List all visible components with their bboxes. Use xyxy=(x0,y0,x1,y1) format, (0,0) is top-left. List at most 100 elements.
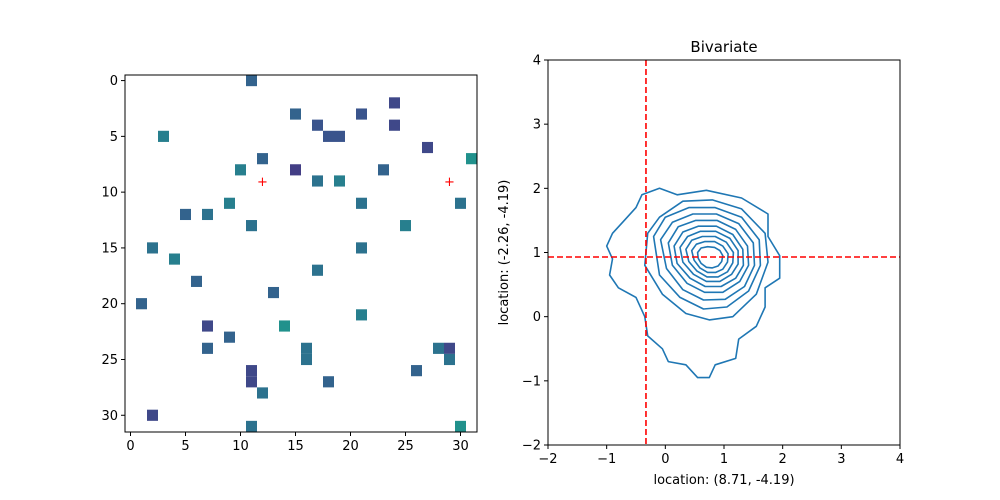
y-axis-label: location: (-2.26, -4.19) xyxy=(497,180,512,326)
heatmap-marker: + xyxy=(444,175,455,190)
heatmap-cell xyxy=(356,197,367,209)
y-tick-label: −2 xyxy=(522,439,541,454)
heatmap-cell xyxy=(389,119,400,131)
x-tick-label: 15 xyxy=(287,439,304,454)
chart-title: Bivariate xyxy=(690,38,757,56)
x-tick-label: 5 xyxy=(181,439,189,454)
x-tick-label: −1 xyxy=(597,452,616,467)
heatmap-cell xyxy=(246,75,257,87)
heatmap-cell xyxy=(290,108,301,120)
heatmap-cell xyxy=(455,197,466,209)
heatmap-cell xyxy=(433,342,444,354)
heatmap-x-axis: 0 5 10 15 20 25 30 xyxy=(126,432,469,454)
heatmap-cell xyxy=(235,164,246,176)
contour-frame xyxy=(547,59,901,446)
heatmap-cell xyxy=(466,153,477,165)
heatmap-cell xyxy=(246,376,257,388)
contour-lines xyxy=(605,187,781,379)
heatmap-cell xyxy=(301,353,312,366)
heatmap-cell xyxy=(147,242,158,254)
y-tick-label: 15 xyxy=(101,241,118,256)
y-tick-label: −1 xyxy=(522,374,541,389)
contour-y-axis: −2 −1 0 1 2 3 4 xyxy=(522,54,548,454)
heatmap-cell xyxy=(158,130,169,142)
heatmap-cell xyxy=(422,141,433,154)
heatmap-y-axis: 0 5 10 15 20 25 30 xyxy=(101,74,125,424)
heatmap-cell xyxy=(169,253,180,265)
x-tick-label: 0 xyxy=(126,439,134,454)
heatmap-cell xyxy=(224,197,235,209)
contour-line xyxy=(690,240,729,274)
x-tick-label: 3 xyxy=(837,452,845,467)
y-tick-label: 30 xyxy=(101,409,118,424)
contour-line xyxy=(679,230,739,283)
heatmap-cell xyxy=(268,286,279,299)
heatmap-cell xyxy=(400,220,411,232)
heatmap-cell xyxy=(323,130,334,142)
heatmap-cell xyxy=(279,320,290,332)
heatmap-cell xyxy=(444,342,455,354)
heatmap-cell xyxy=(224,331,235,343)
contour-line xyxy=(659,213,756,301)
heatmap-cell xyxy=(455,420,466,432)
heatmap-cell xyxy=(246,220,257,232)
y-tick-label: 2 xyxy=(533,182,541,197)
contour-line xyxy=(685,235,735,278)
heatmap-cell xyxy=(312,119,323,131)
heatmap-cell xyxy=(356,309,367,321)
x-tick-label: 30 xyxy=(452,439,469,454)
heatmap-cell xyxy=(312,175,323,187)
x-tick-label: 25 xyxy=(397,439,414,454)
heatmap-cell xyxy=(334,175,345,187)
heatmap-cell xyxy=(290,164,301,176)
heatmap-markers: + + xyxy=(257,175,455,190)
contour-line xyxy=(643,199,769,321)
y-tick-label: 20 xyxy=(101,297,118,312)
x-tick-label: 10 xyxy=(232,439,249,454)
contour-line xyxy=(605,187,781,379)
heatmap-cell xyxy=(202,208,213,221)
x-tick-label: −2 xyxy=(538,452,557,467)
heatmap-cell xyxy=(180,208,191,221)
y-tick-label: 10 xyxy=(101,186,118,201)
y-tick-label: 0 xyxy=(110,74,118,89)
heatmap-cell xyxy=(411,365,422,377)
x-tick-label: 20 xyxy=(342,439,359,454)
y-tick-label: 4 xyxy=(533,54,541,69)
y-tick-label: 0 xyxy=(533,310,541,325)
heatmap-cell xyxy=(444,353,455,366)
heatmap-cell xyxy=(257,387,268,399)
heatmap-cell xyxy=(312,264,323,276)
heatmap-cell xyxy=(301,342,312,354)
heatmap-cell xyxy=(334,130,345,142)
x-tick-label: 0 xyxy=(661,452,669,467)
contour-x-axis: −2 −1 0 1 2 3 4 xyxy=(538,445,904,467)
heatmap-cell xyxy=(147,409,158,421)
heatmap-cell xyxy=(136,298,147,310)
contour-line xyxy=(696,245,724,269)
reference-lines xyxy=(548,60,900,445)
y-tick-label: 5 xyxy=(110,130,118,145)
x-axis-label: location: (8.71, -4.19) xyxy=(653,473,794,488)
heatmap-cell xyxy=(202,320,213,332)
heatmap-cell xyxy=(257,153,268,165)
heatmap-cells xyxy=(136,75,477,432)
heatmap-cell xyxy=(191,275,202,287)
contour-line xyxy=(652,206,762,310)
heatmap-cell xyxy=(378,164,389,176)
heatmap-cell xyxy=(389,97,400,109)
x-tick-label: 4 xyxy=(896,452,904,467)
heatmap-cell xyxy=(202,342,213,354)
heatmap-cell xyxy=(356,242,367,254)
contour-line xyxy=(673,225,745,288)
heatmap-cell xyxy=(323,376,334,388)
heatmap-cell xyxy=(246,420,257,432)
y-tick-label: 1 xyxy=(533,246,541,261)
contour-line xyxy=(667,219,750,294)
heatmap-marker: + xyxy=(257,175,268,190)
x-tick-label: 2 xyxy=(779,452,787,467)
contour-panel: −2 −1 0 1 2 3 4 −2 −1 0 1 2 3 4 Bivariate location: … xyxy=(497,38,904,488)
